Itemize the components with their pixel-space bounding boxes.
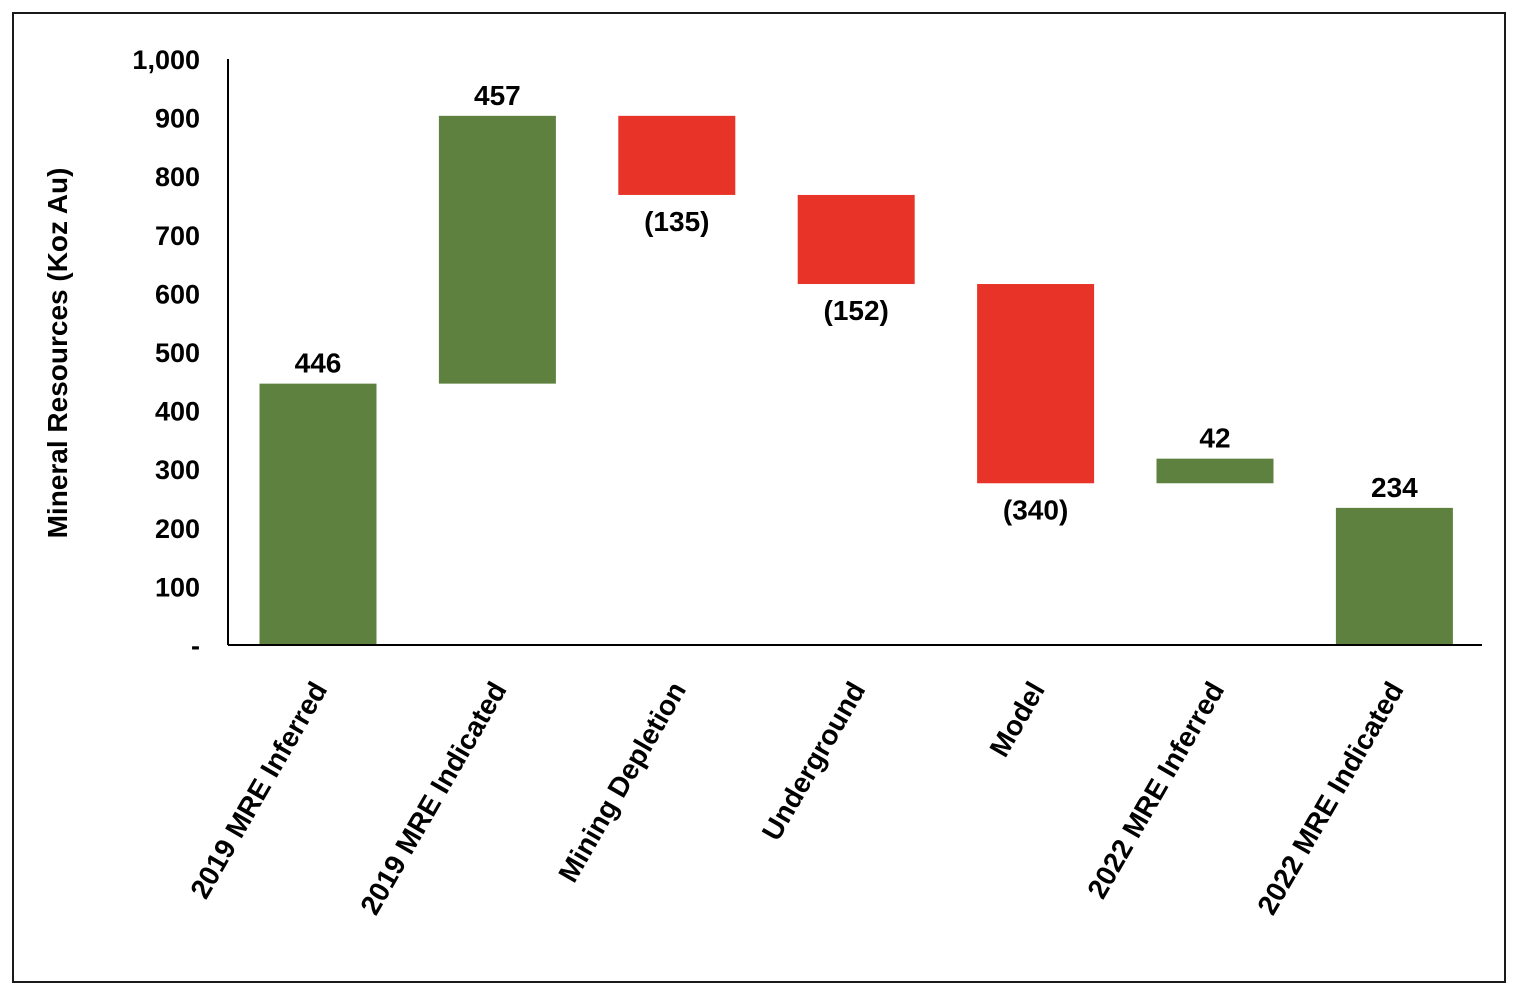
y-tick-label: 800 [155, 162, 200, 192]
y-tick-label: 600 [155, 279, 200, 309]
data-label: 42 [1199, 423, 1230, 454]
data-label: (340) [1003, 494, 1068, 525]
y-tick-label: 400 [155, 397, 200, 427]
bar [797, 194, 915, 285]
x-category-label: 2022 MRE Inferred [1081, 677, 1230, 904]
axes-layer [227, 59, 1482, 646]
y-tick-label: 900 [155, 104, 200, 134]
y-axis-title: Mineral Resources (Koz Au) [42, 168, 73, 539]
x-category-label: 2022 MRE Indicated [1251, 677, 1409, 920]
x-category-label: 2019 MRE Indicated [354, 677, 512, 920]
data-labels-layer: 446 457 (135) (152) (340) 42 234 [295, 80, 1419, 525]
y-tick-label: 200 [155, 514, 200, 544]
bar [259, 383, 377, 645]
y-tick-label: 300 [155, 455, 200, 485]
bar [1156, 458, 1274, 484]
y-tick-label: 1,000 [132, 45, 200, 75]
x-category-label: Model [984, 677, 1051, 763]
x-category-label: 2019 MRE Inferred [184, 677, 333, 904]
data-label: (152) [824, 295, 889, 326]
bar [618, 115, 736, 195]
waterfall-chart: 446 457 (135) (152) (340) 42 234 - 100 200 300 400… [42, 45, 1482, 920]
x-category-label: Mining Depletion [552, 677, 692, 888]
y-tick-label: 100 [155, 572, 200, 602]
x-category-label: Underground [756, 676, 872, 845]
data-label: 457 [474, 80, 521, 111]
data-label: 234 [1371, 472, 1418, 503]
bar [438, 115, 556, 384]
bar [977, 284, 1095, 484]
y-tick-label: - [191, 631, 200, 661]
data-label: 446 [295, 348, 342, 379]
chart-frame: 446 457 (135) (152) (340) 42 234 - 100 200 300 400… [12, 12, 1506, 983]
y-tick-labels: - 100 200 300 400 500 600 700 800 900 1,000 [132, 45, 200, 661]
bar [1335, 507, 1453, 645]
y-tick-label: 500 [155, 338, 200, 368]
y-tick-label: 700 [155, 221, 200, 251]
bars-layer [259, 115, 1453, 645]
x-category-labels: 2019 MRE Inferred 2019 MRE Indicated Minin… [184, 676, 1409, 919]
data-label: (135) [644, 206, 709, 237]
